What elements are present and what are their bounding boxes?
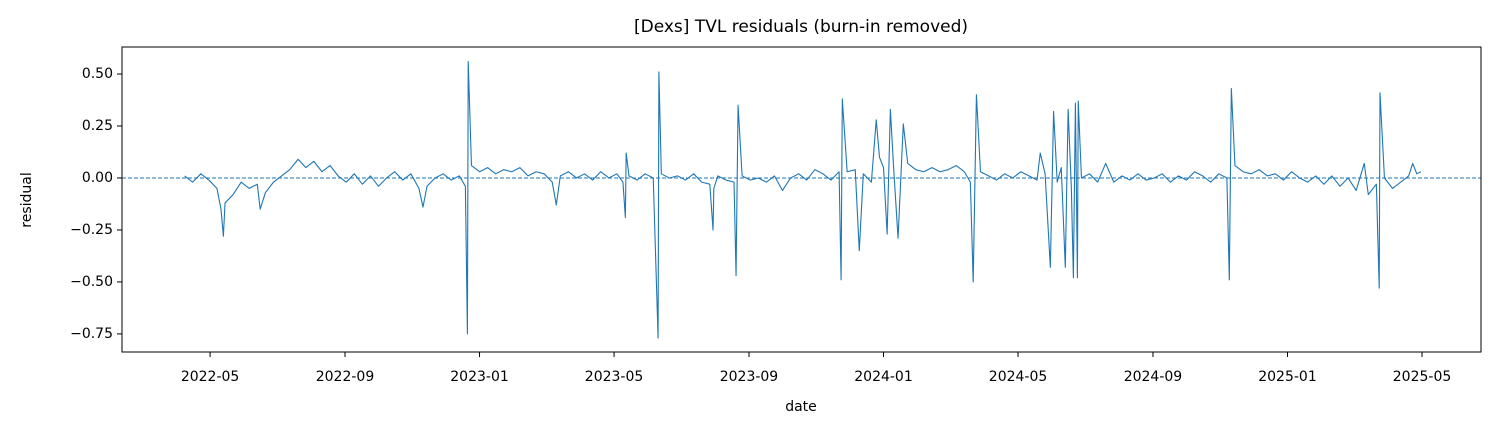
x-tick-label: 2023-01 [450, 369, 509, 385]
y-tick-label: −0.75 [70, 326, 113, 342]
x-tick-label: 2025-01 [1258, 369, 1317, 385]
y-tick-label: 0.25 [82, 118, 113, 134]
x-tick-label: 2024-09 [1124, 369, 1183, 385]
y-tick-label: −0.50 [70, 274, 113, 290]
chart-title: [Dexs] TVL residuals (burn-in removed) [634, 17, 968, 37]
x-tick-label: 2025-05 [1393, 369, 1452, 385]
x-tick-label: 2024-01 [854, 369, 913, 385]
x-tick-label: 2023-05 [585, 369, 644, 385]
x-tick-label: 2022-09 [316, 369, 375, 385]
x-tick-label: 2023-09 [720, 369, 779, 385]
y-tick-label: 0.00 [82, 170, 113, 186]
residual-line [184, 61, 1422, 339]
x-tick-label: 2024-05 [989, 369, 1048, 385]
plot-frame [121, 46, 1482, 353]
y-axis-label: residual [19, 172, 35, 227]
x-axis-label: date [785, 399, 817, 415]
y-tick-label: 0.50 [82, 66, 113, 82]
y-tick-label: −0.25 [70, 222, 113, 238]
x-tick-label: 2022-05 [181, 369, 240, 385]
